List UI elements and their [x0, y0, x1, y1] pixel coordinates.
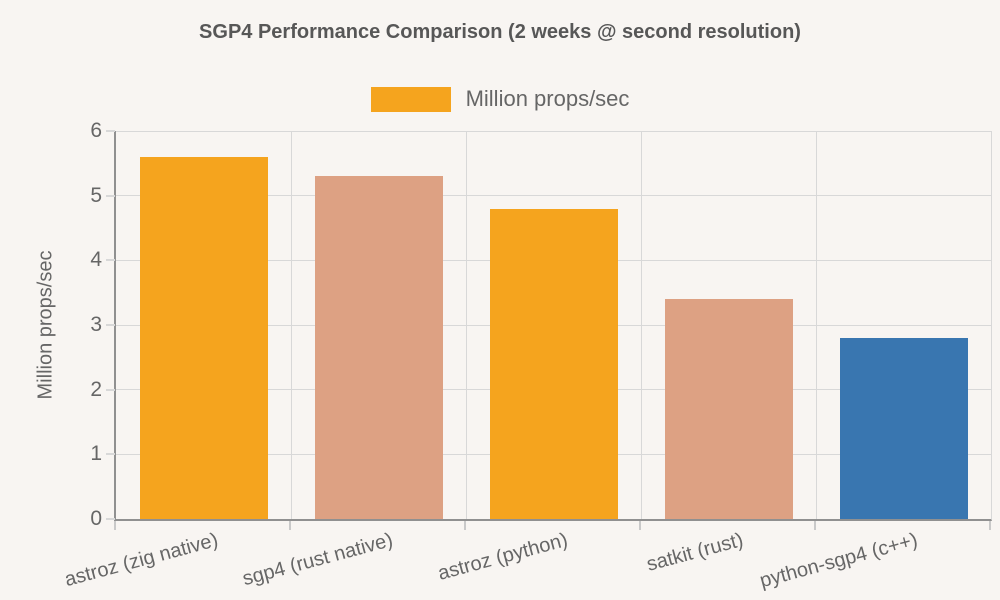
gridline-vertical: [465, 131, 467, 519]
gridline-horizontal: [116, 130, 991, 132]
y-axis-tick: [106, 194, 115, 197]
y-axis-tick: [106, 324, 115, 326]
bar: [840, 338, 968, 519]
x-axis-tick: [464, 521, 466, 530]
bar: [140, 157, 268, 519]
legend: Million props/sec: [0, 86, 1000, 112]
x-axis-label: python-sgp4 (c++): [757, 529, 921, 593]
bar: [315, 176, 443, 519]
gridline-vertical: [815, 131, 817, 519]
y-tick-label: 2: [90, 377, 102, 401]
x-axis-tick: [114, 521, 116, 530]
bar: [490, 209, 618, 519]
y-axis-tick: [106, 130, 115, 132]
plot-area: [114, 130, 992, 521]
chart-title: SGP4 Performance Comparison (2 weeks @ s…: [199, 21, 801, 43]
y-axis-tick: [106, 388, 115, 391]
legend-label: Million props/sec: [465, 86, 630, 111]
x-axis-tick: [814, 521, 816, 530]
y-tick-label: 6: [90, 119, 102, 142]
y-tick-label: 5: [90, 183, 102, 207]
y-tick-label: 4: [90, 248, 102, 272]
x-axis-tick: [639, 521, 641, 530]
legend-swatch: [370, 86, 451, 112]
x-axis-label: sgp4 (rust native): [240, 529, 396, 591]
bar: [665, 299, 793, 519]
gridline-vertical: [290, 131, 292, 519]
x-axis-label: astroz (zig native): [62, 529, 221, 592]
x-axis-label: satkit (rust): [643, 529, 746, 576]
x-axis-tick: [289, 521, 291, 530]
y-axis-tick: [106, 453, 115, 456]
y-axis-tick: [106, 518, 115, 520]
y-tick-label: 3: [90, 313, 102, 336]
y-tick-label: 1: [90, 442, 102, 466]
gridline-vertical: [640, 131, 642, 519]
y-tick-label: 0: [90, 507, 102, 530]
y-axis-tick: [106, 259, 115, 262]
x-axis-label: astroz (python): [435, 529, 571, 585]
gridline-horizontal: [116, 195, 991, 197]
x-axis-tick: [989, 521, 991, 530]
